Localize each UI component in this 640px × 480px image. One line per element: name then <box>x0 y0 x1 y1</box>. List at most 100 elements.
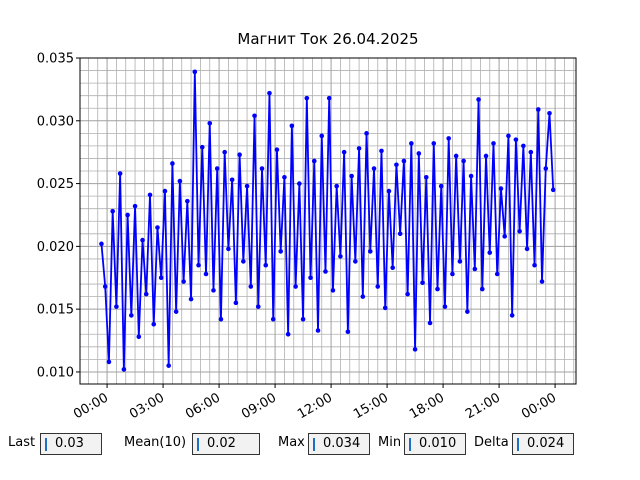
point-marker <box>371 166 377 171</box>
point-marker <box>494 271 500 277</box>
stat-field[interactable]: 0.034 <box>308 433 370 455</box>
point-marker <box>401 158 407 164</box>
point-marker <box>147 192 153 198</box>
point-marker <box>394 162 399 168</box>
point-marker <box>117 171 123 176</box>
point-marker <box>125 212 130 218</box>
point-marker <box>106 359 112 365</box>
point-marker <box>438 183 444 189</box>
point-marker <box>498 186 504 191</box>
point-marker <box>222 149 227 155</box>
point-marker <box>181 279 186 284</box>
point-marker <box>308 275 313 281</box>
point-marker <box>315 328 321 333</box>
point-marker <box>521 143 526 149</box>
point-marker <box>248 284 254 289</box>
point-marker <box>453 153 459 159</box>
stat-label: Min <box>378 435 402 450</box>
point-marker <box>132 203 138 209</box>
point-marker <box>465 309 470 314</box>
point-marker <box>483 153 489 159</box>
point-marker <box>524 246 530 252</box>
y-tick-label: 0.015 <box>37 303 74 318</box>
point-marker <box>241 259 246 264</box>
point-marker <box>431 141 437 146</box>
point-marker <box>479 286 485 292</box>
point-marker <box>457 259 463 264</box>
point-marker <box>173 309 179 314</box>
point-marker <box>285 331 291 337</box>
point-marker <box>409 141 414 146</box>
stat-field[interactable]: 0.03 <box>40 433 102 455</box>
point-marker <box>513 137 519 142</box>
point-marker <box>397 231 403 237</box>
point-marker <box>196 262 201 268</box>
series-line <box>100 71 555 370</box>
point-marker <box>360 294 366 299</box>
point-marker <box>528 149 534 155</box>
point-marker <box>405 291 410 297</box>
stat-label: Mean(10) <box>124 435 187 450</box>
point-marker <box>487 250 493 255</box>
point-marker <box>185 198 190 204</box>
point-marker <box>293 284 298 289</box>
point-marker <box>517 228 522 234</box>
stat-field[interactable]: 0.010 <box>404 433 466 455</box>
point-marker <box>502 234 507 239</box>
point-marker <box>114 304 119 309</box>
point-marker <box>274 147 280 152</box>
point-marker <box>237 152 242 157</box>
chart-title: Магнит Ток 26.04.2025 <box>237 30 418 48</box>
point-marker <box>509 313 515 318</box>
stat-field[interactable]: 0.02 <box>192 433 260 455</box>
point-marker <box>420 280 425 286</box>
point-marker <box>289 123 295 129</box>
x-tick-label: 00:00 <box>519 390 559 420</box>
point-marker <box>140 237 145 243</box>
point-marker <box>252 113 257 119</box>
point-marker <box>334 183 339 189</box>
y-tick-label: 0.010 <box>37 365 74 380</box>
point-marker <box>532 262 537 268</box>
point-marker <box>543 166 549 171</box>
point-marker <box>353 259 358 264</box>
point-marker <box>341 149 347 155</box>
point-marker <box>468 173 474 179</box>
point-marker <box>423 174 429 180</box>
point-marker <box>207 121 213 126</box>
point-marker <box>199 144 205 150</box>
point-marker <box>446 136 451 141</box>
point-marker <box>535 107 541 112</box>
point-marker <box>367 249 373 254</box>
point-marker <box>188 296 194 302</box>
stat-label: Last <box>8 435 36 450</box>
point-marker <box>259 166 265 171</box>
chart: Магнит Ток 26.04.2025 0.010 0.015 0.020 0.0… <box>37 30 577 420</box>
point-marker <box>382 305 388 311</box>
x-tick-label: 18:00 <box>407 390 447 420</box>
stat-field[interactable]: 0.024 <box>512 433 574 455</box>
point-marker <box>99 241 104 247</box>
point-marker <box>349 173 354 179</box>
point-marker <box>270 316 276 322</box>
stat-label: Max <box>278 435 305 450</box>
point-marker <box>450 271 455 277</box>
point-marker <box>282 174 287 180</box>
point-marker <box>375 284 381 289</box>
point-marker <box>143 291 149 297</box>
point-marker <box>129 313 134 318</box>
point-marker <box>136 334 142 340</box>
point-marker <box>506 133 511 139</box>
point-marker <box>427 320 433 326</box>
point-marker <box>416 151 422 156</box>
point-marker <box>255 304 261 309</box>
point-marker <box>229 177 235 183</box>
point-marker <box>177 178 183 184</box>
point-marker <box>319 133 325 139</box>
point-marker <box>476 97 481 102</box>
point-marker <box>412 347 418 352</box>
point-marker <box>345 329 351 335</box>
point-marker <box>166 363 171 368</box>
x-tick-label: 15:00 <box>351 390 391 420</box>
